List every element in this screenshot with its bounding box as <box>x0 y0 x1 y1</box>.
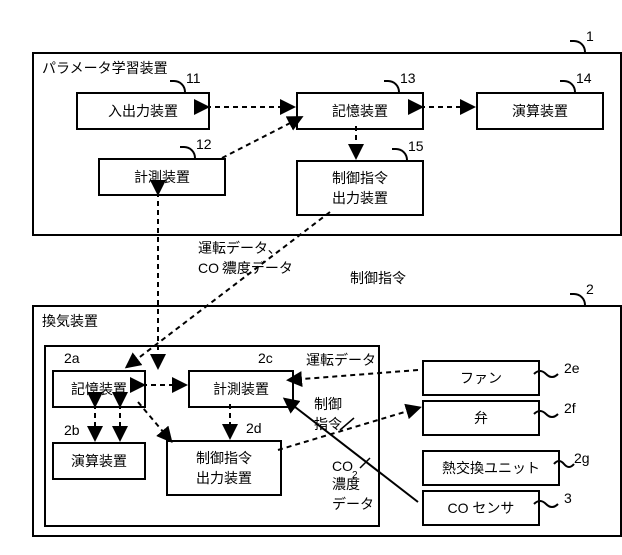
box-11-text: 入出力装置 <box>108 101 178 121</box>
box-15-text: 制御指令 出力装置 <box>332 168 388 208</box>
box-3-text: CO センサ <box>448 498 515 518</box>
box-2e: ファン <box>422 360 540 396</box>
box-2a: 記憶装置 <box>52 370 146 408</box>
box-14-text: 演算装置 <box>512 101 568 121</box>
box-12-text: 計測装置 <box>134 167 190 187</box>
lbl-opdata1: 運転データ、 CO 濃度データ <box>198 238 293 278</box>
lbl-ctrl2: 制御 指令 <box>314 394 342 434</box>
box-2g: 熱交換ユニット <box>422 450 560 486</box>
num-2a: 2a <box>64 350 80 366</box>
box-2b: 演算装置 <box>52 442 146 480</box>
num-2b: 2b <box>64 422 80 438</box>
box-14: 演算装置 <box>476 92 604 130</box>
box-2c: 計測装置 <box>188 370 294 408</box>
box-13-text: 記憶装置 <box>332 101 388 121</box>
box-2d-text: 制御指令 出力装置 <box>196 448 252 488</box>
num-15: 15 <box>408 138 424 154</box>
num-3: 3 <box>564 490 572 506</box>
box-15: 制御指令 出力装置 <box>296 160 424 216</box>
box-2f-text: 弁 <box>474 408 488 428</box>
num-14: 14 <box>576 70 592 86</box>
box-12: 計測装置 <box>98 158 226 196</box>
num-2c: 2c <box>258 350 273 366</box>
group-2-num: 2 <box>586 281 594 297</box>
num-2g: 2g <box>574 450 590 466</box>
num-2f: 2f <box>564 400 576 416</box>
box-2c-text: 計測装置 <box>213 379 269 399</box>
lbl-co2: CO 濃度 データ <box>332 458 374 514</box>
box-2f: 弁 <box>422 400 540 436</box>
box-2e-text: ファン <box>460 368 502 388</box>
lbl-co2sub1: 2 <box>222 262 228 273</box>
group-1-label: パラメータ学習装置 <box>42 58 168 78</box>
group-2-label: 換気装置 <box>42 311 98 331</box>
box-13: 記憶装置 <box>296 92 424 130</box>
num-12: 12 <box>196 136 212 152</box>
box-2d: 制御指令 出力装置 <box>166 440 282 496</box>
num-2e: 2e <box>564 360 580 376</box>
box-3: CO センサ <box>422 490 540 526</box>
num-11: 11 <box>186 70 201 86</box>
num-13: 13 <box>400 70 416 86</box>
lbl-ctrl1: 制御指令 <box>350 268 406 288</box>
num-2d: 2d <box>246 420 262 436</box>
box-2a-text: 記憶装置 <box>71 379 127 399</box>
box-11: 入出力装置 <box>76 92 210 130</box>
box-2b-text: 演算装置 <box>71 451 127 471</box>
box-2g-text: 熱交換ユニット <box>442 458 540 478</box>
lbl-co2sub2: 2 <box>352 470 358 481</box>
group-1-num: 1 <box>586 28 594 44</box>
lbl-opdata2: 運転データ <box>306 350 376 370</box>
diagram-canvas: パラメータ学習装置 1 換気装置 2 入出力装置 11 記憶装置 13 演算装置… <box>10 10 622 545</box>
